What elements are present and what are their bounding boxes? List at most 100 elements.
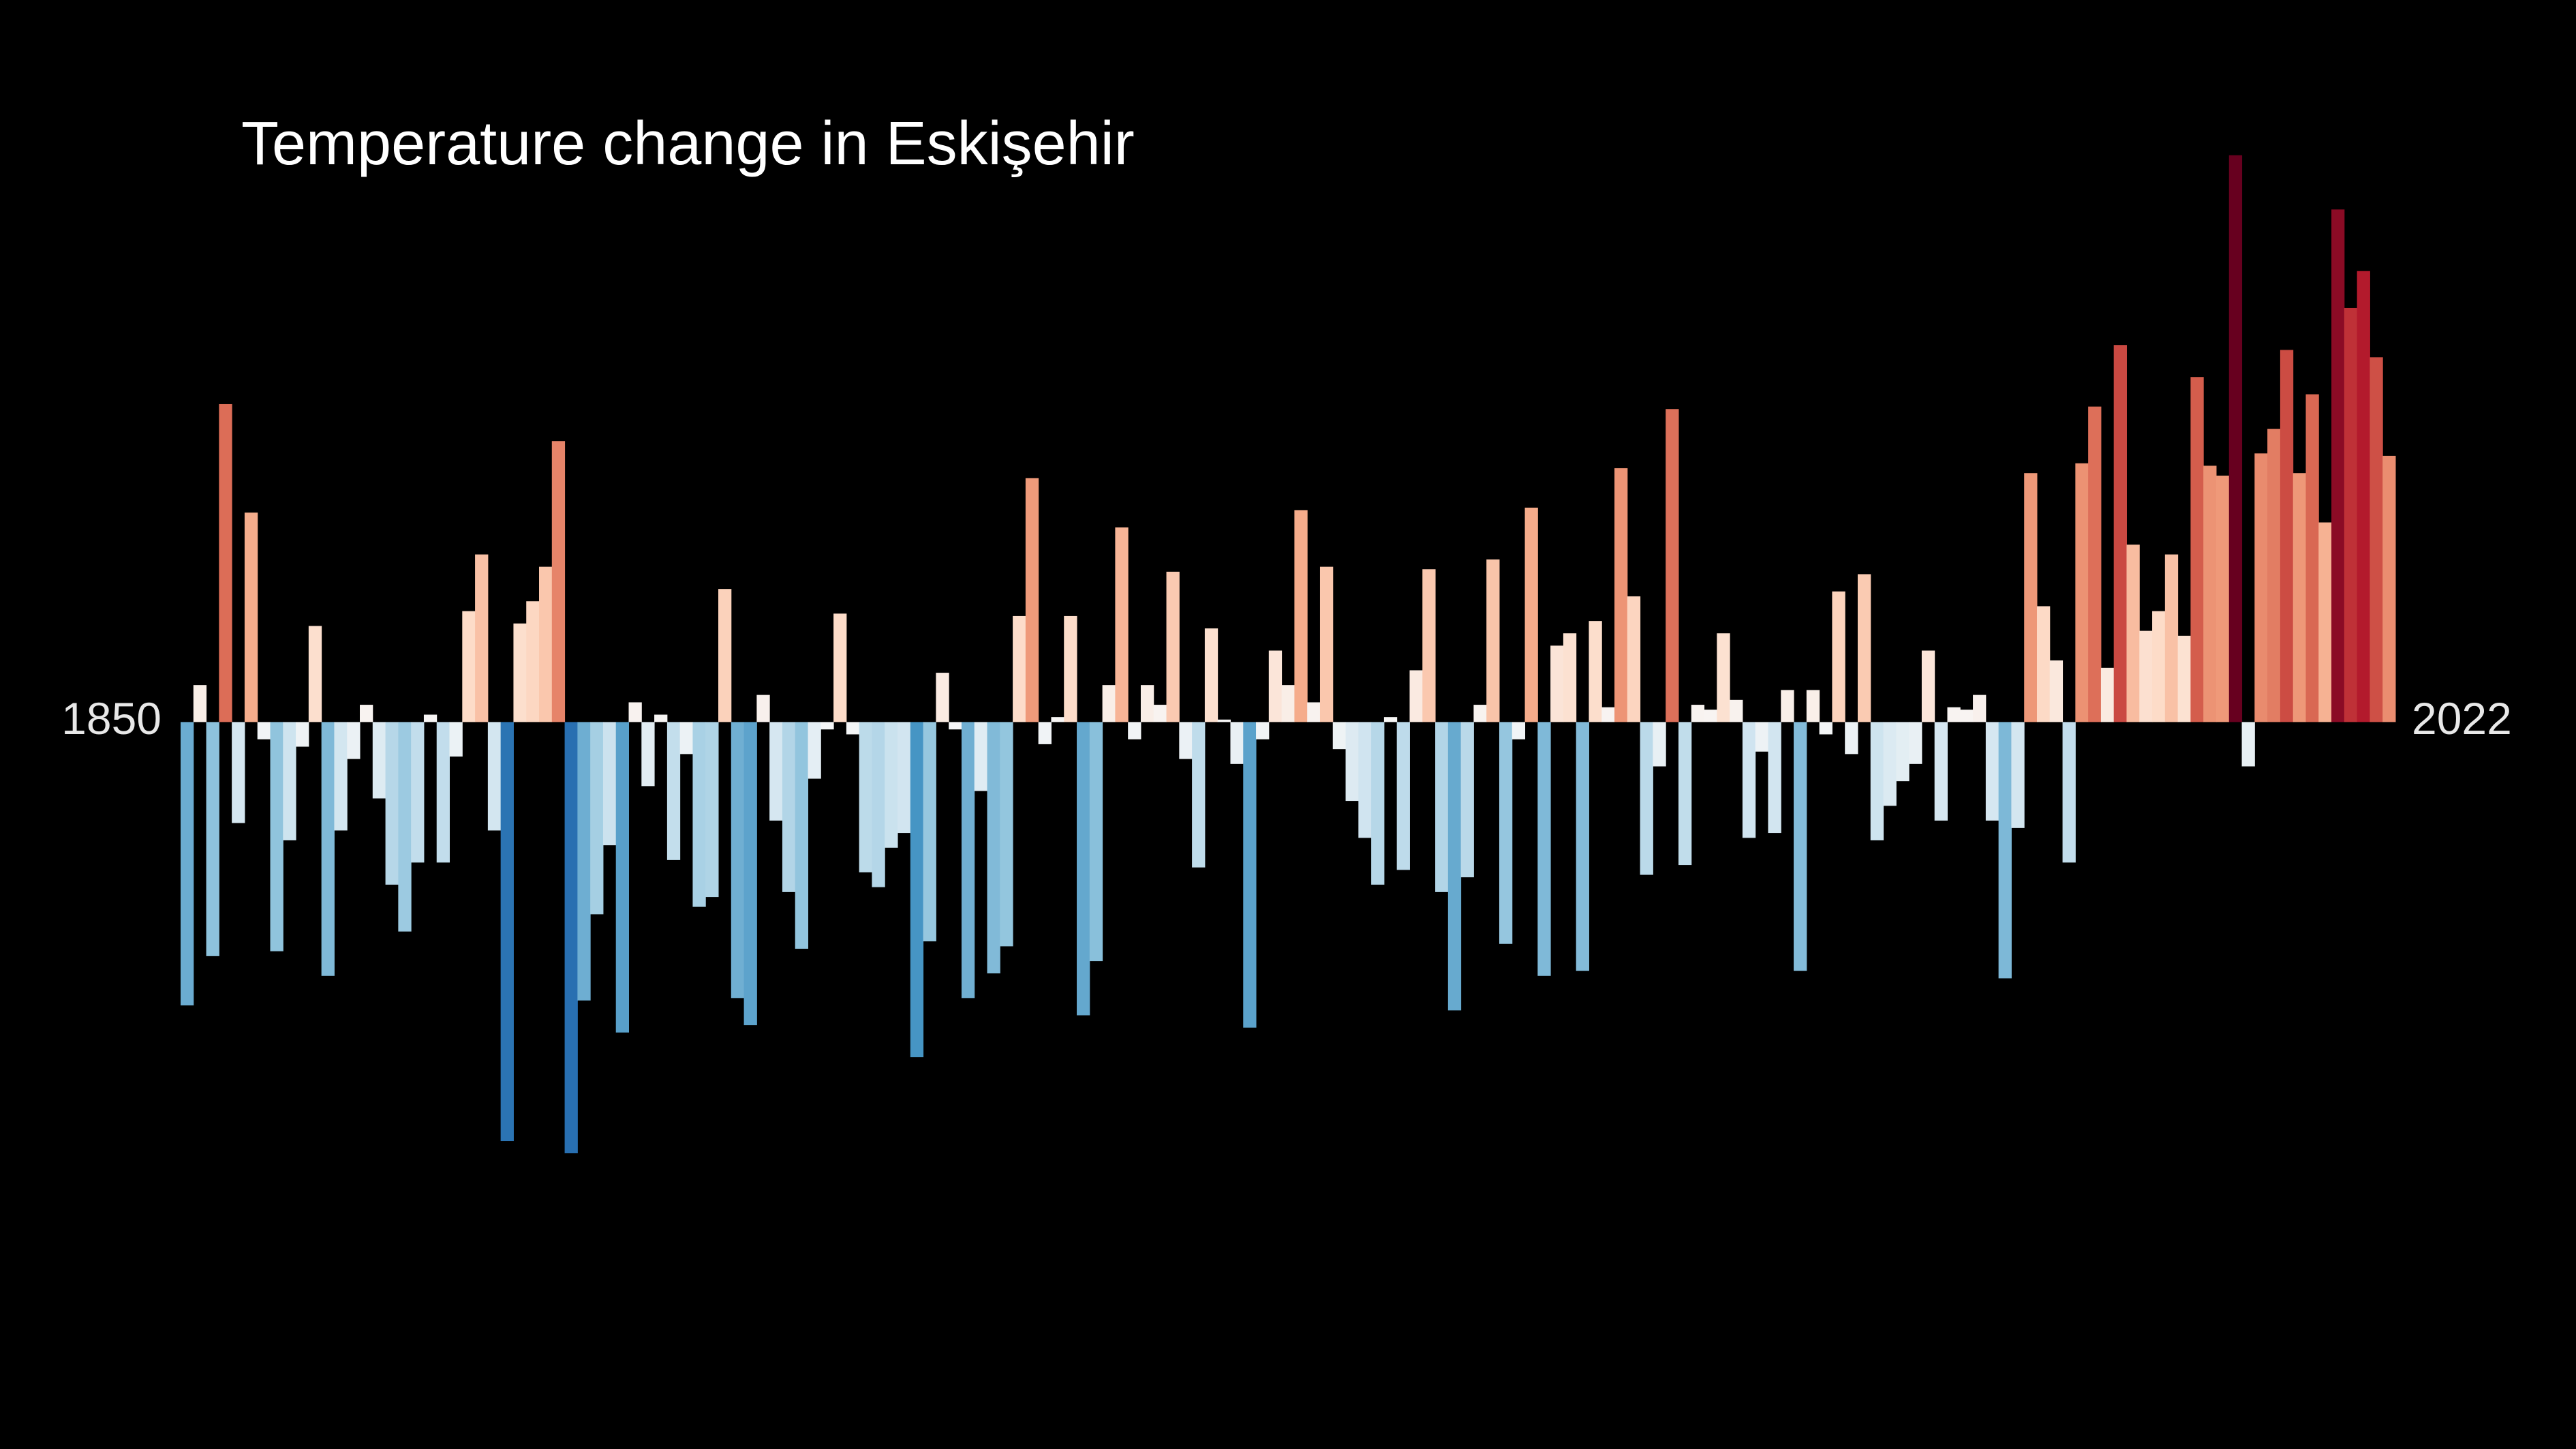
bar (1512, 722, 1526, 739)
bar (756, 695, 770, 722)
bar (2228, 155, 2243, 722)
bar (974, 722, 988, 791)
bar (910, 722, 924, 1058)
bar (923, 722, 936, 942)
bar (1358, 722, 1372, 838)
bar (1614, 468, 1628, 722)
bar (577, 722, 591, 1001)
bar (743, 722, 757, 1026)
bar (1128, 722, 1141, 739)
bar (859, 722, 872, 872)
bar (1140, 685, 1154, 722)
bar (1947, 707, 1961, 722)
bar (654, 714, 668, 722)
bar (1332, 722, 1347, 750)
bar (385, 722, 399, 885)
bar (436, 722, 450, 863)
bar (2357, 271, 2370, 722)
bar (1371, 722, 1385, 885)
bar (1985, 722, 1999, 821)
bar (2088, 406, 2102, 722)
bar (2293, 473, 2306, 722)
bar (193, 685, 207, 722)
bar (2215, 475, 2230, 722)
bar (513, 623, 527, 722)
bar (2177, 635, 2191, 722)
bar (181, 722, 194, 1006)
bar (885, 722, 898, 848)
bar (2113, 345, 2127, 722)
bar (1486, 559, 1500, 722)
bar (1998, 722, 2012, 979)
bar (1089, 722, 1103, 962)
bar (846, 722, 860, 735)
x-tick-label: 1850 (61, 693, 162, 744)
bar (1653, 722, 1666, 767)
bar (987, 722, 1000, 974)
bar (1627, 596, 1641, 722)
bar (1781, 690, 1794, 722)
bar (2139, 630, 2153, 722)
bar (1281, 685, 1295, 722)
bar (1000, 722, 1013, 947)
bar (1383, 717, 1398, 722)
bar (1435, 722, 1449, 892)
bar (1447, 722, 1462, 1011)
bar (1870, 722, 1884, 840)
bar (1319, 566, 1334, 722)
bar (2382, 455, 2396, 722)
bar (705, 722, 719, 898)
bar (2036, 606, 2051, 722)
bar (2075, 463, 2089, 722)
bar (1678, 722, 1692, 866)
bar (244, 513, 258, 722)
bar (411, 722, 425, 863)
bar (1960, 710, 1974, 722)
bar (487, 722, 502, 831)
bar (2305, 394, 2319, 722)
bar (500, 722, 514, 1142)
bar (1115, 527, 1129, 722)
chart-title: Temperature change in Eskişehir (241, 110, 1135, 178)
bar (2344, 307, 2358, 722)
bar (1601, 707, 1615, 722)
bar (1396, 722, 1410, 870)
bar (1896, 722, 1910, 782)
bar (296, 722, 309, 747)
bar (1268, 650, 1283, 722)
bar (372, 722, 386, 799)
bar (2164, 554, 2179, 722)
bar (398, 722, 412, 932)
bar (2011, 722, 2025, 828)
bar (641, 722, 655, 787)
bar (1755, 722, 1768, 752)
bar (2049, 660, 2064, 722)
bar (551, 441, 566, 722)
bar (1217, 719, 1231, 722)
bar (360, 705, 373, 722)
bar (833, 613, 847, 722)
bar (1230, 722, 1244, 764)
bar (449, 722, 463, 757)
bar (615, 722, 630, 1033)
bar (628, 702, 642, 722)
bar (2100, 667, 2115, 722)
bar (1013, 615, 1026, 722)
bar (1102, 685, 1116, 722)
bar (1921, 650, 1935, 722)
bar (949, 722, 962, 730)
bar (795, 722, 809, 949)
bar (782, 722, 796, 892)
bar (526, 601, 540, 722)
bar (423, 714, 438, 722)
bar (1857, 574, 1871, 722)
bar (2190, 377, 2204, 722)
bar (206, 722, 219, 956)
bar (872, 722, 885, 887)
bar (1204, 628, 1218, 722)
bar (1934, 722, 1948, 821)
bar (2126, 545, 2140, 722)
bar (718, 589, 732, 722)
